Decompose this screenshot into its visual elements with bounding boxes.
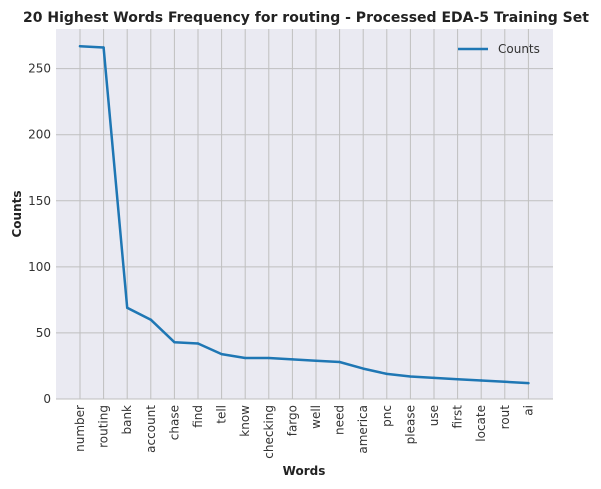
data-point-need: [338, 360, 341, 364]
y-tick-label-200: 200: [28, 128, 51, 142]
data-point-number: [78, 44, 82, 48]
x-tick-label-fargo: fargo: [285, 405, 299, 436]
series-line-counts: [78, 44, 530, 385]
data-point-well: [314, 359, 318, 362]
data-point-bank: [126, 306, 129, 310]
data-point-find: [196, 342, 200, 345]
y-tick-label-150: 150: [28, 194, 51, 208]
data-point-pnc: [385, 372, 388, 376]
x-tick-label-need: need: [333, 405, 347, 435]
grid: [56, 29, 553, 400]
x-tick-label-know: know: [238, 405, 252, 437]
x-tick-label-pnc: pnc: [380, 405, 394, 427]
x-tick-label-chase: chase: [167, 405, 181, 440]
data-point-know: [244, 356, 247, 360]
y-tick-label-250: 250: [28, 62, 51, 76]
x-tick-label-first: first: [451, 405, 465, 429]
data-point-tell: [220, 352, 223, 356]
data-point-america: [362, 367, 365, 370]
data-point-rout: [503, 380, 506, 384]
x-tick-labels: number routing bank account chase find tell kno…: [73, 405, 535, 459]
data-point-account: [149, 318, 152, 321]
plot-area: [56, 29, 553, 399]
x-tick-label-number: number: [73, 405, 87, 452]
x-tick-label-well: well: [309, 405, 323, 429]
x-tick-label-account: account: [144, 405, 158, 453]
data-point-ai: [527, 381, 530, 385]
x-tick-label-please: please: [403, 405, 417, 444]
x-tick-label-checking: checking: [262, 405, 276, 459]
series-layer: [78, 44, 530, 385]
y-tick-label-0: 0: [43, 392, 51, 406]
data-point-please: [409, 375, 412, 378]
data-point-use: [432, 376, 436, 380]
x-tick-label-tell: tell: [215, 405, 229, 424]
data-point-locate: [480, 379, 483, 382]
data-point-chase: [173, 340, 176, 344]
x-tick-label-routing: routing: [97, 405, 111, 448]
y-tick-labels: 0 50 100 150 200 250: [28, 62, 51, 406]
data-point-fargo: [291, 358, 294, 361]
x-tick-label-bank: bank: [120, 405, 134, 435]
legend-label-counts: Counts: [498, 42, 540, 56]
y-tick-label-100: 100: [28, 260, 51, 274]
chart-title: 20 Highest Words Frequency for routing -…: [23, 10, 589, 26]
data-point-first: [456, 377, 459, 381]
x-tick-label-find: find: [191, 405, 205, 428]
x-axis-label: Words: [283, 464, 326, 478]
x-tick-label-rout: rout: [498, 405, 512, 430]
x-tick-label-ai: ai: [521, 405, 535, 416]
legend: Counts: [458, 42, 540, 56]
x-tick-label-america: america: [356, 405, 370, 454]
data-point-checking: [267, 356, 270, 360]
x-tick-label-locate: locate: [474, 405, 488, 442]
y-tick-label-50: 50: [36, 326, 51, 340]
data-point-routing: [102, 46, 105, 49]
x-tick-label-use: use: [427, 405, 441, 426]
y-axis-label: Counts: [10, 190, 24, 237]
